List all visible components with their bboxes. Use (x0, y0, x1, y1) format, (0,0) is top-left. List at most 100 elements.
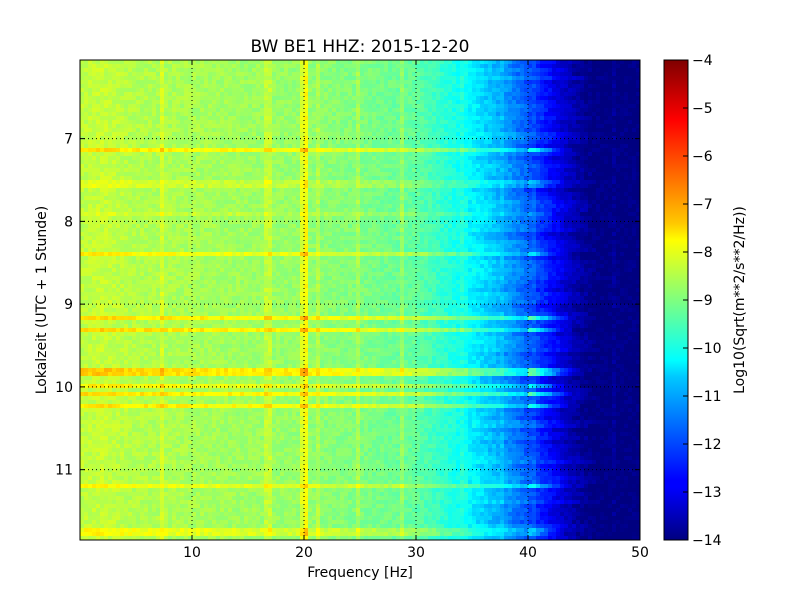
heatmap-cell (556, 168, 561, 173)
heatmap-cell (204, 176, 209, 181)
heatmap-cell (236, 124, 241, 129)
heatmap-cell (296, 156, 301, 161)
heatmap-cell (376, 88, 381, 93)
heatmap-cell (396, 176, 401, 181)
heatmap-cell (496, 180, 501, 185)
heatmap-cell (316, 180, 321, 185)
heatmap-cell (328, 76, 333, 81)
heatmap-cell (224, 148, 229, 153)
heatmap-cell (400, 60, 405, 65)
heatmap-cell (232, 76, 237, 81)
heatmap-cell (508, 192, 513, 197)
heatmap-cell (200, 100, 205, 105)
heatmap-cell (336, 92, 341, 97)
heatmap-cell (580, 88, 585, 93)
heatmap-cell (128, 168, 133, 173)
heatmap-cell (504, 128, 509, 133)
heatmap-cell (80, 80, 85, 85)
heatmap-cell (560, 68, 565, 73)
heatmap-cell (508, 92, 513, 97)
heatmap-cell (464, 172, 469, 177)
heatmap-cell (556, 80, 561, 85)
heatmap-cell (404, 76, 409, 81)
heatmap-cell (412, 112, 417, 117)
heatmap-cell (376, 80, 381, 85)
heatmap-cell (428, 68, 433, 73)
heatmap-cell (184, 116, 189, 121)
heatmap-cell (256, 72, 261, 77)
heatmap-cell (616, 172, 621, 177)
heatmap-cell (340, 100, 345, 105)
heatmap-cell (428, 132, 433, 137)
heatmap-cell (580, 80, 585, 85)
heatmap-cell (356, 108, 361, 113)
heatmap-cell (464, 112, 469, 117)
heatmap-cell (200, 144, 205, 149)
heatmap-cell (164, 144, 169, 149)
heatmap-cell (416, 116, 421, 121)
heatmap-cell (492, 152, 497, 157)
heatmap-cell (504, 160, 509, 165)
heatmap-cell (196, 68, 201, 73)
heatmap-cell (468, 148, 473, 153)
heatmap-cell (116, 84, 121, 89)
heatmap-cell (88, 184, 93, 189)
heatmap-cell (304, 120, 309, 125)
heatmap-cell (412, 120, 417, 125)
heatmap-cell (92, 128, 97, 133)
heatmap-cell (492, 140, 497, 145)
heatmap-cell (568, 92, 573, 97)
heatmap-cell (372, 124, 377, 129)
heatmap-cell (284, 136, 289, 141)
heatmap-cell (408, 128, 413, 133)
heatmap-cell (176, 180, 181, 185)
heatmap-cell (508, 112, 513, 117)
heatmap-cell (572, 76, 577, 81)
heatmap-cell (292, 136, 297, 141)
heatmap-cell (528, 188, 533, 193)
heatmap-cell (348, 152, 353, 157)
heatmap-cell (352, 88, 357, 93)
heatmap-cell (184, 88, 189, 93)
heatmap-cell (408, 124, 413, 129)
heatmap-cell (220, 180, 225, 185)
heatmap-cell (464, 76, 469, 81)
heatmap-cell (432, 140, 437, 145)
heatmap-cell (384, 80, 389, 85)
heatmap-cell (236, 80, 241, 85)
heatmap-cell (152, 196, 157, 201)
heatmap-cell (80, 172, 85, 177)
heatmap-cell (548, 172, 553, 177)
heatmap-cell (292, 76, 297, 81)
heatmap-cell (204, 124, 209, 129)
heatmap-cell (392, 116, 397, 121)
heatmap-cell (324, 108, 329, 113)
heatmap-cell (488, 160, 493, 165)
heatmap-cell (224, 200, 229, 205)
heatmap-cell (568, 60, 573, 65)
heatmap-cell (264, 152, 269, 157)
heatmap-cell (424, 144, 429, 149)
heatmap-cell (284, 128, 289, 133)
heatmap-cell (540, 84, 545, 89)
heatmap-cell (284, 196, 289, 201)
heatmap-cell (488, 148, 493, 153)
heatmap-cell (328, 152, 333, 157)
heatmap-cell (616, 112, 621, 117)
heatmap-cell (596, 132, 601, 137)
heatmap-cell (400, 108, 405, 113)
heatmap-cell (336, 76, 341, 81)
heatmap-cell (400, 168, 405, 173)
heatmap-cell (628, 124, 633, 129)
heatmap-cell (104, 144, 109, 149)
heatmap-cell (608, 104, 613, 109)
heatmap-cell (588, 188, 593, 193)
heatmap-cell (372, 116, 377, 121)
heatmap-cell (212, 92, 217, 97)
heatmap-cell (544, 104, 549, 109)
heatmap-cell (404, 68, 409, 73)
heatmap-cell (216, 176, 221, 181)
heatmap-cell (148, 144, 153, 149)
heatmap-cell (556, 148, 561, 153)
heatmap-cell (380, 200, 385, 205)
